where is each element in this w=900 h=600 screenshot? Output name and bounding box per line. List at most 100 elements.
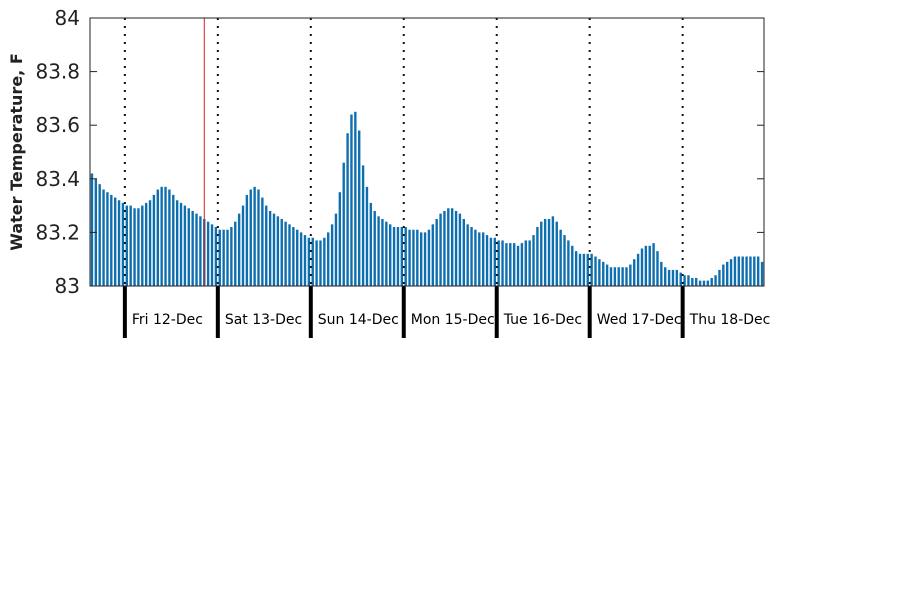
temperature-bar	[722, 264, 725, 286]
temperature-bar	[160, 186, 163, 286]
temperature-bar	[733, 256, 737, 286]
y-axis-label: Water Temperature, F	[7, 53, 26, 251]
temperature-bar	[210, 224, 214, 286]
temperature-bar	[385, 221, 388, 286]
temperature-bar	[435, 219, 438, 286]
temperature-bar	[501, 240, 504, 286]
temperature-bar	[516, 245, 520, 286]
temperature-bar	[454, 210, 458, 286]
temperature-bar	[605, 264, 609, 286]
temperature-bar	[179, 202, 183, 286]
temperature-bar	[462, 219, 465, 286]
temperature-bar	[559, 229, 562, 286]
y-tick-label: 84	[55, 6, 80, 30]
temperature-bar	[183, 205, 187, 286]
temperature-bar	[117, 200, 121, 286]
temperature-bar	[671, 269, 675, 286]
temperature-bar	[311, 237, 314, 286]
temperature-bar	[334, 213, 338, 286]
temperature-bar	[195, 213, 198, 286]
temperature-bar	[272, 213, 276, 286]
temperature-bar	[574, 251, 578, 286]
temperature-bar	[520, 243, 524, 286]
day-label: Fri 12-Dec	[132, 312, 203, 328]
temperature-bar	[505, 243, 508, 286]
temperature-bar	[427, 229, 431, 286]
temperature-bar	[125, 205, 128, 286]
temperature-bar	[524, 240, 527, 286]
temperature-bar	[276, 216, 280, 286]
temperature-bar	[629, 264, 632, 286]
temperature-bar	[404, 227, 407, 286]
temperature-bar	[299, 232, 303, 286]
temperature-bar	[586, 253, 589, 286]
temperature-bar	[168, 189, 171, 286]
temperature-bar	[466, 224, 469, 286]
temperature-bar	[753, 256, 756, 286]
temperature-bar	[648, 245, 651, 286]
temperature-bar	[261, 197, 264, 286]
temperature-bar	[636, 253, 640, 286]
temperature-bar	[346, 133, 349, 286]
temperature-bar	[342, 162, 345, 286]
temperature-bar	[152, 194, 156, 286]
temperature-bar	[268, 210, 272, 286]
temperature-bar	[222, 229, 225, 286]
temperature-bar	[470, 227, 473, 286]
temperature-bar	[749, 256, 752, 286]
temperature-bar	[358, 130, 361, 286]
temperature-bar	[489, 237, 493, 286]
temperature-bar	[350, 114, 353, 286]
temperature-bar	[485, 235, 489, 286]
temperature-bar	[412, 229, 415, 286]
temperature-bar	[121, 202, 125, 286]
temperature-bar	[512, 243, 516, 286]
temperature-bar	[129, 205, 132, 286]
temperature-bar	[691, 277, 694, 286]
temperature-bar	[706, 280, 710, 286]
temperature-bar	[365, 186, 369, 286]
temperature-bar	[284, 221, 287, 286]
temperature-bar	[423, 232, 427, 286]
y-tick-label: 83.6	[35, 113, 80, 137]
temperature-bar	[679, 272, 682, 286]
temperature-bar	[102, 189, 105, 286]
temperature-bar	[206, 221, 210, 286]
temperature-bar	[354, 111, 357, 286]
temperature-bar	[478, 232, 481, 286]
temperature-bar	[369, 202, 373, 286]
temperature-bar	[323, 237, 326, 286]
temperature-bar	[760, 261, 764, 286]
temperature-bar	[319, 240, 322, 286]
temperature-bar	[609, 267, 613, 286]
temperature-bar	[175, 200, 179, 286]
temperature-bar	[199, 216, 202, 286]
temperature-bar	[280, 219, 283, 286]
temperature-bar	[187, 208, 190, 286]
temperature-bar	[540, 221, 543, 286]
temperature-bar	[532, 235, 535, 286]
temperature-bar	[493, 237, 496, 286]
temperature-bar	[474, 229, 477, 286]
temperature-bar	[726, 261, 729, 286]
temperature-bar	[389, 224, 392, 286]
temperature-bar	[148, 200, 152, 286]
y-axis: 83 83.2 83.4 83.6 83.8 84	[35, 6, 764, 298]
temperature-bar	[458, 213, 462, 286]
y-tick-label: 83.2	[35, 220, 80, 244]
temperature-bar	[737, 256, 741, 286]
temperature-bar	[625, 267, 628, 286]
temperature-bar	[621, 267, 624, 286]
temperature-bar	[303, 235, 307, 286]
temperature-bar	[396, 227, 400, 286]
temperature-bar	[288, 224, 291, 286]
temperature-bar	[660, 261, 663, 286]
temperature-bar	[315, 240, 318, 286]
bar-series	[90, 111, 764, 286]
temperature-bar	[598, 259, 601, 286]
temperature-bar	[450, 208, 454, 286]
temperature-bar	[191, 210, 194, 286]
temperature-bar	[133, 208, 136, 286]
temperature-bar	[551, 216, 555, 286]
day-label: Thu 18-Dec	[689, 312, 771, 328]
